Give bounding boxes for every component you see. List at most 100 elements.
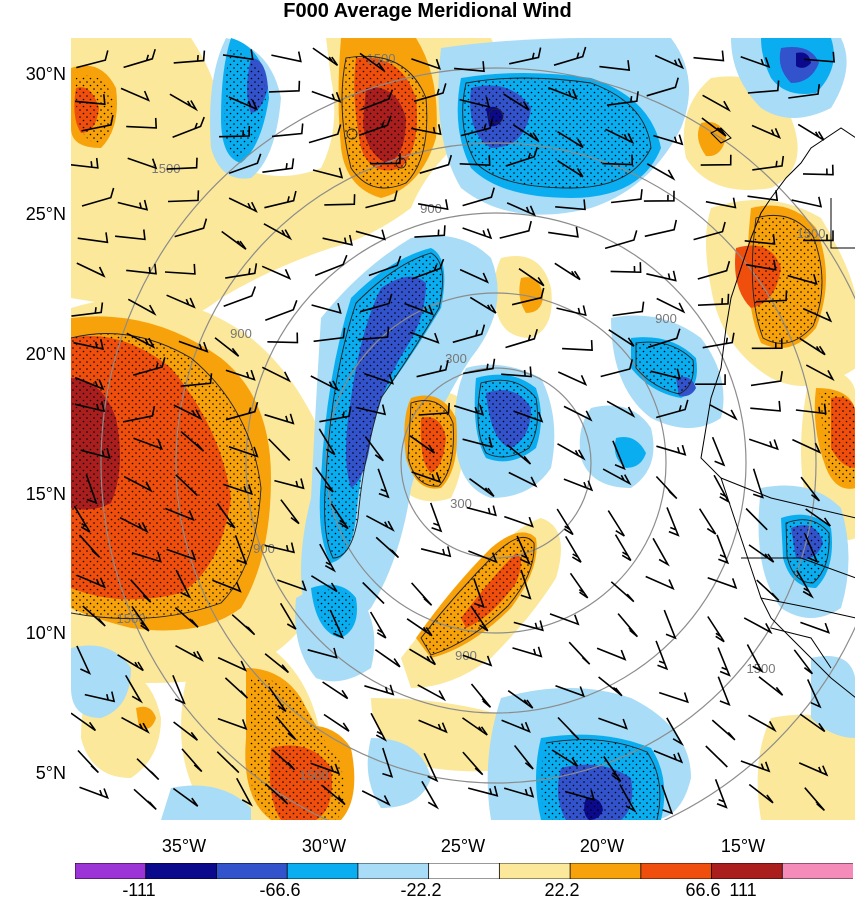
wind-barb	[454, 61, 485, 73]
wind-barb	[501, 366, 532, 378]
wind-barb	[175, 644, 204, 662]
wind-barb	[235, 777, 253, 807]
wind-barb	[503, 93, 530, 111]
wind-barb	[366, 515, 395, 532]
wind-barb	[409, 435, 436, 454]
wind-barb	[119, 516, 149, 534]
colorbar-label: 66.6	[685, 880, 721, 900]
wind-barb	[364, 436, 384, 462]
wind-barb	[563, 405, 593, 422]
wind-barb	[365, 190, 398, 209]
wind-barb	[646, 163, 676, 181]
wind-barb	[511, 287, 545, 306]
wind-barb	[263, 223, 293, 241]
wind-barb	[131, 605, 150, 632]
wind-barb	[617, 613, 639, 638]
wind-barb	[604, 230, 638, 250]
wind-barb	[459, 155, 491, 167]
wind-barb	[74, 94, 106, 106]
wind-barb	[76, 574, 107, 589]
wind-barb	[411, 258, 445, 280]
wind-barb	[225, 369, 256, 381]
wind-barb	[512, 646, 543, 658]
chart-title: F000 Average Meridional Wind	[283, 0, 572, 22]
wind-barb	[228, 96, 259, 111]
wind-barb	[411, 471, 442, 484]
wind-barb	[355, 229, 386, 241]
wind-barb	[711, 719, 736, 741]
wind-barb	[169, 93, 199, 112]
wind-barb	[414, 225, 446, 238]
wind-barb	[459, 96, 490, 108]
wind-barb	[791, 196, 823, 208]
wind-barb	[78, 534, 101, 558]
lat-label-25n: 25°N	[25, 204, 66, 224]
wind-barb	[788, 83, 821, 99]
wind-barb	[358, 115, 392, 137]
map-panel: 300 300 900 900 900 900 900 1500 1500 15…	[71, 38, 855, 820]
wind-barb	[505, 147, 539, 167]
wind-barb	[360, 89, 394, 111]
ring-label: 900	[655, 311, 677, 326]
wind-barb	[404, 302, 434, 316]
wind-barb	[409, 648, 436, 666]
wind-barb	[429, 502, 443, 533]
wind-barb	[453, 404, 485, 416]
wind-barbs	[71, 46, 835, 815]
wind-barb	[656, 444, 687, 456]
wind-barb	[417, 684, 447, 702]
wind-barb	[557, 371, 588, 387]
wind-barb	[799, 713, 826, 733]
wind-barb	[76, 50, 109, 69]
wind-barb	[700, 154, 732, 166]
wind-barb	[752, 155, 785, 171]
wind-barb	[262, 158, 295, 173]
wind-barb	[658, 691, 689, 704]
wind-barb	[173, 404, 203, 421]
range-rings	[100, 67, 855, 820]
ring-label: 1500	[152, 161, 181, 176]
wind-barb	[804, 787, 826, 812]
wind-barb	[231, 614, 256, 636]
wind-barb	[80, 447, 111, 460]
wind-barb	[369, 153, 401, 165]
wind-barb	[71, 302, 104, 317]
wind-barb	[122, 405, 156, 423]
wind-barb	[513, 410, 544, 423]
wind-barb	[234, 535, 248, 565]
wind-barb	[802, 307, 833, 323]
wind-barb	[377, 468, 390, 499]
wind-barb	[84, 691, 116, 703]
wind-barb	[268, 438, 291, 461]
wind-barb	[466, 505, 497, 517]
wind-barb	[81, 187, 115, 207]
colorbar-swatch	[640, 863, 713, 879]
wind-barb	[73, 339, 104, 351]
wind-barb	[702, 94, 731, 112]
wind-barb	[460, 118, 494, 137]
wind-barb	[271, 123, 304, 138]
wind-barb	[76, 262, 106, 278]
wind-barb	[125, 674, 144, 704]
wind-barb	[548, 87, 578, 100]
colorbar-swatch	[145, 863, 218, 879]
wind-barb	[462, 187, 495, 207]
wind-barb	[702, 332, 735, 349]
wind-barb	[133, 788, 157, 810]
wind-barb	[693, 50, 725, 62]
wind-barb	[509, 47, 542, 65]
wind-barb	[181, 748, 203, 773]
wind-barb	[120, 87, 151, 102]
wind-barb	[505, 328, 538, 349]
wind-barb	[131, 551, 162, 563]
wind-barb	[697, 260, 731, 280]
wind-barb	[228, 197, 258, 213]
wind-barb	[612, 301, 645, 317]
colorbar-label: -22.2	[400, 880, 442, 900]
wind-barb	[653, 134, 684, 146]
lat-label-10n: 10°N	[25, 623, 66, 643]
wind-barb	[748, 544, 775, 563]
colorbar-label: 22.2	[544, 880, 580, 900]
wind-barb	[554, 262, 581, 281]
wind-barb	[421, 780, 440, 810]
